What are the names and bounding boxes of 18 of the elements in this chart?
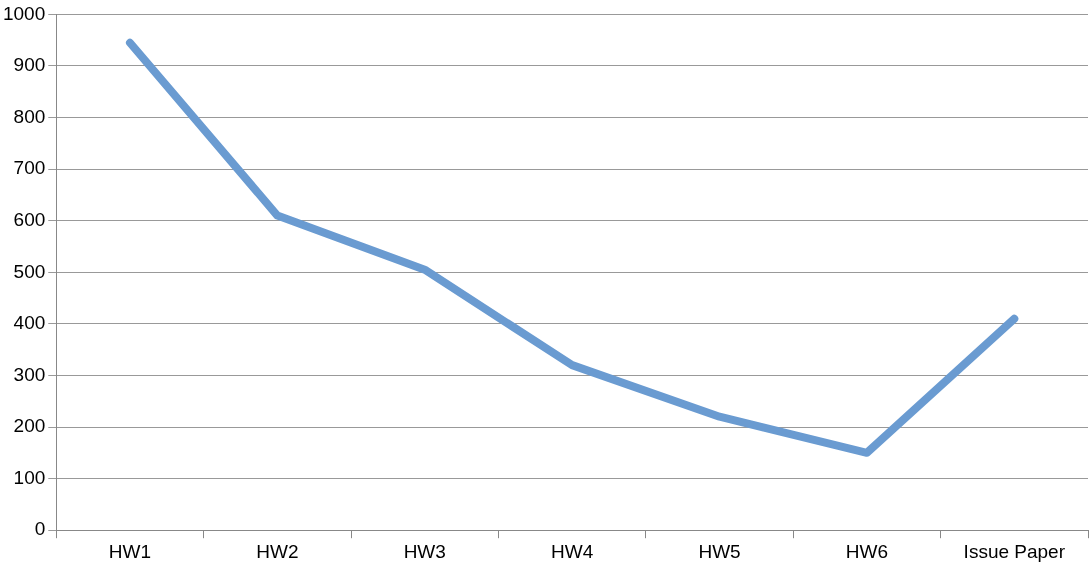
y-tick-label: 200	[13, 415, 46, 437]
y-tick-label: 100	[13, 466, 46, 488]
y-tick-label: 800	[13, 105, 46, 127]
y-tick-label: 900	[13, 54, 46, 76]
y-tick-label: 600	[13, 208, 46, 230]
x-tick-label: HW5	[698, 540, 741, 562]
x-tick-label: HW3	[403, 540, 446, 562]
y-tick-label: 400	[13, 312, 46, 334]
x-tick-label: HW2	[256, 540, 299, 562]
y-tick-label: 0	[34, 518, 46, 540]
x-tick-label: HW6	[845, 540, 889, 562]
y-tick-label: 300	[13, 363, 46, 385]
y-tick-label: 500	[13, 260, 46, 282]
x-tick-label: HW1	[108, 540, 152, 562]
y-tick-label: 700	[13, 157, 46, 179]
y-tick-label: 1000	[2, 2, 46, 24]
x-tick-label: Issue Paper	[963, 540, 1066, 562]
x-tick-label: HW4	[551, 540, 594, 562]
